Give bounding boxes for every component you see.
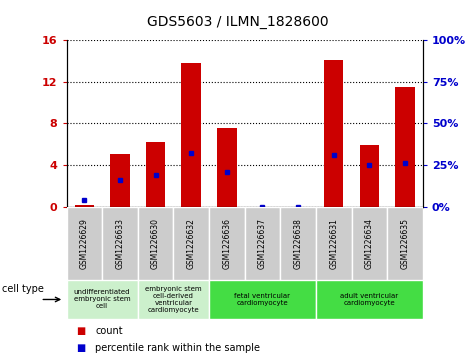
Text: GSM1226630: GSM1226630	[151, 218, 160, 269]
Text: GSM1226633: GSM1226633	[115, 218, 124, 269]
Text: percentile rank within the sample: percentile rank within the sample	[95, 343, 260, 353]
Text: GSM1226636: GSM1226636	[222, 218, 231, 269]
Bar	[138, 207, 173, 280]
Bar	[138, 280, 209, 319]
Bar	[110, 154, 130, 207]
Bar	[66, 207, 102, 280]
Bar	[75, 205, 94, 207]
Bar	[395, 87, 415, 207]
Text: GSM1226629: GSM1226629	[80, 218, 89, 269]
Text: count: count	[95, 326, 123, 336]
Text: GSM1226635: GSM1226635	[400, 218, 409, 269]
Text: adult ventricular
cardiomyocyte: adult ventricular cardiomyocyte	[340, 293, 399, 306]
Text: GDS5603 / ILMN_1828600: GDS5603 / ILMN_1828600	[147, 15, 328, 29]
Bar	[146, 142, 165, 207]
Bar	[316, 207, 352, 280]
Bar	[324, 60, 343, 207]
Bar	[209, 280, 316, 319]
Bar	[66, 280, 138, 319]
Text: GSM1226631: GSM1226631	[329, 218, 338, 269]
Text: GSM1226632: GSM1226632	[187, 218, 196, 269]
Bar	[173, 207, 209, 280]
Text: ■: ■	[76, 343, 85, 353]
Text: GSM1226638: GSM1226638	[294, 218, 303, 269]
Text: embryonic stem
cell-derived
ventricular
cardiomyocyte: embryonic stem cell-derived ventricular …	[145, 286, 202, 313]
Text: GSM1226637: GSM1226637	[258, 218, 267, 269]
Bar	[280, 207, 316, 280]
Bar	[316, 280, 423, 319]
Bar	[217, 127, 237, 207]
Bar	[102, 207, 138, 280]
Bar	[209, 207, 245, 280]
Text: GSM1226634: GSM1226634	[365, 218, 374, 269]
Bar	[360, 145, 379, 207]
Bar	[352, 207, 387, 280]
Text: undifferentiated
embryonic stem
cell: undifferentiated embryonic stem cell	[74, 289, 131, 310]
Text: ■: ■	[76, 326, 85, 336]
Text: fetal ventricular
cardiomyocyte: fetal ventricular cardiomyocyte	[235, 293, 290, 306]
Text: cell type: cell type	[2, 284, 44, 294]
Bar	[245, 207, 280, 280]
Bar	[181, 63, 201, 207]
Bar	[387, 207, 423, 280]
